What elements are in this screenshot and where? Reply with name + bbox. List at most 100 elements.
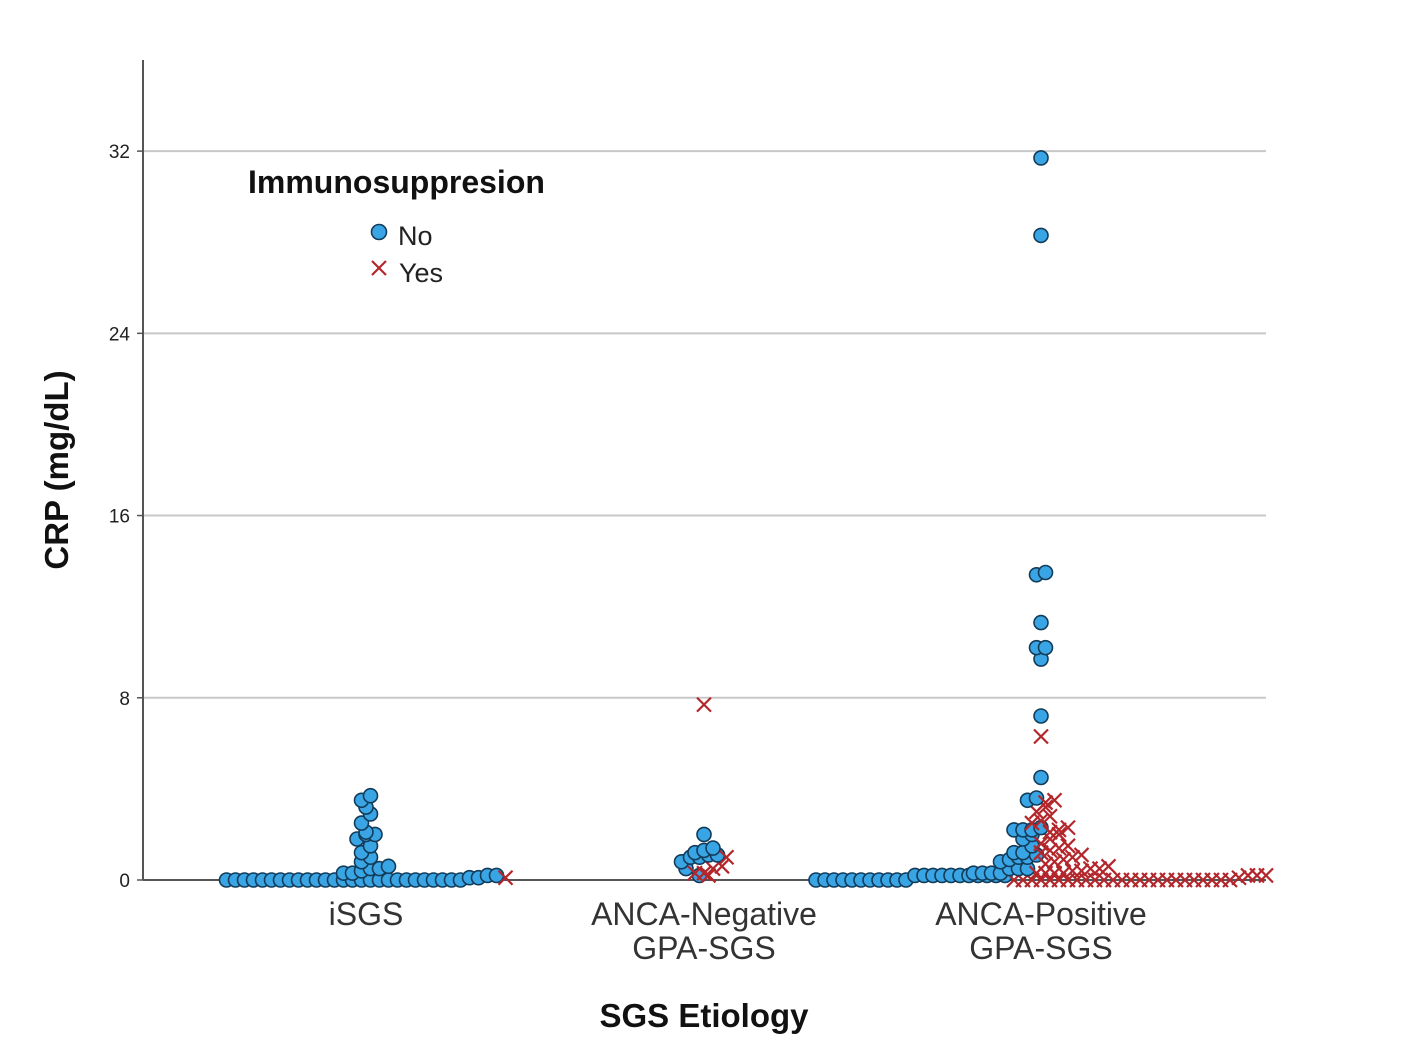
data-point-yes <box>1051 826 1067 843</box>
legend-title: Immunosuppresion <box>248 164 545 200</box>
legend-label-yes: Yes <box>399 258 443 288</box>
data-point-no <box>1033 769 1049 786</box>
data-point-yes-stroke <box>1064 849 1081 866</box>
data-point-yes-stroke <box>1033 835 1049 852</box>
data-point-yes-stroke <box>1060 819 1076 836</box>
data-point-yes-stroke <box>1051 822 1067 838</box>
data-point-yes <box>700 867 717 884</box>
data-point-yes <box>1091 860 1108 877</box>
legend: Immunosuppresion No Yes <box>248 164 545 288</box>
x-category-label: GPA-SGS <box>969 930 1112 966</box>
legend-label-no: No <box>398 221 433 251</box>
data-point-no <box>1028 790 1045 806</box>
data-point-yes-stroke <box>1222 872 1238 888</box>
data-point-yes-stroke <box>1042 842 1058 859</box>
data-point-yes-stroke <box>497 869 514 886</box>
data-point-yes-stroke <box>1037 794 1054 811</box>
data-point-yes <box>1046 792 1063 809</box>
data-point-yes <box>1055 851 1072 868</box>
data-point-no <box>353 815 370 831</box>
data-point-yes <box>1033 728 1049 745</box>
data-point-yes-stroke <box>1258 867 1274 884</box>
data-point-yes-stroke <box>696 696 712 713</box>
data-point-yes <box>1046 853 1063 870</box>
data-point-yes-stroke <box>1033 728 1049 745</box>
data-point-yes <box>696 865 712 881</box>
y-axis-ticks: 0 8 16 24 32 <box>109 142 143 892</box>
y-tick-label: 8 <box>119 689 130 710</box>
data-point-yes <box>1064 849 1081 866</box>
y-tick-label: 24 <box>109 324 131 345</box>
x-axis-categories: iSGS ANCA-NegativeGPA-SGSANCA-PositiveGPA… <box>329 896 1147 966</box>
x-category-label: ANCA-Positive <box>935 896 1147 932</box>
data-point-yes-stroke <box>1042 824 1058 840</box>
data-point-yes <box>718 849 735 866</box>
data-point-no <box>362 787 379 804</box>
data-point-yes <box>497 869 514 886</box>
data-point-yes-stroke <box>714 858 730 875</box>
data-point-no <box>1037 639 1054 656</box>
data-point-yes-stroke <box>1091 860 1108 877</box>
data-point-no <box>696 826 712 843</box>
data-point-yes <box>1051 822 1067 838</box>
data-point-yes-stroke <box>718 849 735 866</box>
data-point-yes <box>1060 819 1076 836</box>
data-point-yes <box>1073 863 1090 879</box>
legend-marker-yes <box>371 260 387 276</box>
data-point-yes <box>1060 838 1076 854</box>
data-point-yes <box>1024 815 1040 831</box>
data-point-yes-stroke <box>705 860 721 877</box>
x-category-label: iSGS <box>329 896 404 932</box>
data-point-yes-stroke <box>1100 858 1117 875</box>
data-point-yes <box>705 860 721 877</box>
data-point-no <box>1037 564 1054 581</box>
data-point-yes-stroke <box>696 865 712 881</box>
data-point-yes <box>1073 847 1090 863</box>
data-point-yes-stroke <box>1055 865 1072 881</box>
data-point-yes-stroke <box>1051 840 1067 856</box>
grid-lines <box>143 150 1266 699</box>
data-point-yes <box>1037 794 1054 811</box>
data-point-no <box>1033 150 1049 166</box>
data-point-yes-stroke <box>1037 799 1054 815</box>
data-point-yes <box>1037 856 1054 872</box>
data-point-yes <box>1042 824 1058 840</box>
data-point-no <box>705 840 721 856</box>
data-point-yes-stroke <box>1037 856 1054 872</box>
data-point-yes-stroke <box>1033 812 1049 829</box>
x-axis-title: SGS Etiology <box>599 997 809 1034</box>
data-point-yes-stroke <box>1042 808 1058 825</box>
x-category-label: GPA-SGS <box>632 930 775 966</box>
data-point-yes <box>1100 858 1117 875</box>
legend-marker-no <box>370 223 388 241</box>
data-point-yes-stroke <box>1055 851 1072 868</box>
data-point-no <box>1033 614 1049 631</box>
data-point-no <box>1033 708 1049 724</box>
data-point-yes <box>1042 808 1058 825</box>
y-axis-title: CRP (mg/dL) <box>38 370 75 569</box>
data-point-yes <box>1258 867 1274 884</box>
data-point-yes-stroke <box>1060 838 1076 854</box>
data-point-no <box>1033 227 1049 244</box>
x-category-label: ANCA-Negative <box>591 896 817 932</box>
data-point-yes <box>1231 869 1247 886</box>
data-point-yes-stroke <box>700 867 717 884</box>
y-tick-label: 32 <box>109 142 130 163</box>
data-point-no <box>380 858 397 875</box>
y-tick-label: 0 <box>119 871 130 892</box>
data-point-yes-stroke <box>1046 853 1063 870</box>
data-point-yes-stroke <box>1051 826 1067 843</box>
data-point-yes <box>1222 872 1238 888</box>
data-point-yes-stroke <box>1231 869 1247 886</box>
data-point-yes <box>1055 865 1072 881</box>
data-point-yes-stroke <box>1024 815 1040 831</box>
data-point-yes-stroke <box>1073 847 1090 863</box>
data-point-yes-stroke <box>1046 792 1063 809</box>
y-tick-label: 16 <box>109 507 130 528</box>
data-points <box>218 150 1274 888</box>
data-point-yes-stroke <box>1073 863 1090 879</box>
data-point-yes <box>696 696 712 713</box>
data-point-yes <box>1033 835 1049 852</box>
data-point-yes <box>1042 842 1058 859</box>
